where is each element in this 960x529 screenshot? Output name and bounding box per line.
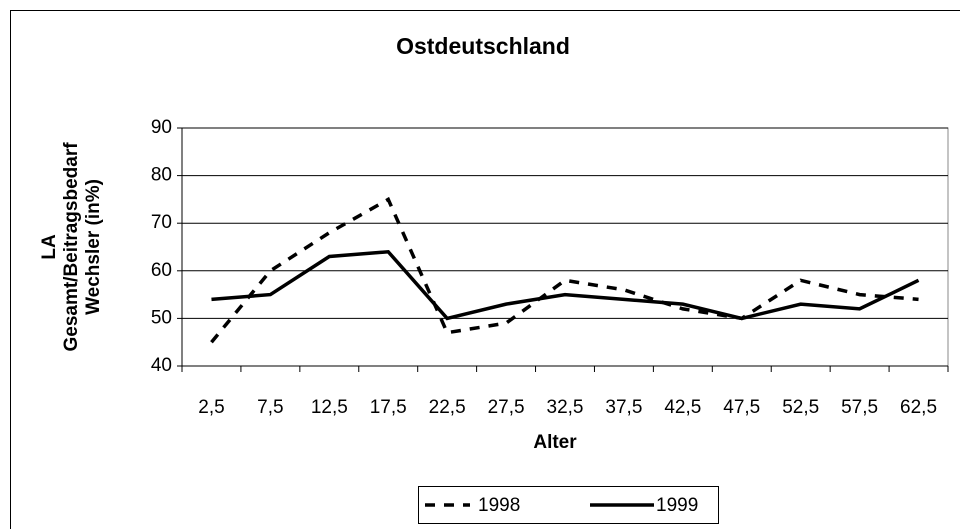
series-line xyxy=(210,196,919,344)
x-tick-label: 2,5 xyxy=(198,397,224,418)
x-tick-label: 12,5 xyxy=(311,397,348,418)
x-tick-label: 7,5 xyxy=(257,397,283,418)
legend-label: 1999 xyxy=(656,495,698,516)
y-tick-label: 50 xyxy=(151,307,172,328)
y-tick-label: 90 xyxy=(151,117,172,138)
y-axis-label-line: LA xyxy=(39,234,60,260)
plot-area xyxy=(181,127,949,367)
chart-border xyxy=(10,10,960,529)
x-axis-label: Alter xyxy=(533,432,577,453)
legend-label: 1998 xyxy=(478,495,520,516)
x-tick-label: 32,5 xyxy=(547,397,584,418)
y-tick-label: 60 xyxy=(151,260,172,281)
x-tick-label: 52,5 xyxy=(782,397,819,418)
y-axis-label-line: Wechsler (in%) xyxy=(83,179,104,315)
x-tick-label: 22,5 xyxy=(429,397,466,418)
x-tick-label: 57,5 xyxy=(841,397,878,418)
y-axis-label: LA Gesamt/Beitragsbedarf Wechsler (in%) xyxy=(39,142,104,352)
x-tick-label: 42,5 xyxy=(664,397,701,418)
y-axis-label-line: Gesamt/Beitragsbedarf xyxy=(61,142,82,352)
x-tick-label: 37,5 xyxy=(605,397,642,418)
chart-title: Ostdeutschland xyxy=(396,33,570,59)
x-tick-label: 27,5 xyxy=(488,397,525,418)
y-tick-label: 80 xyxy=(151,165,172,186)
x-tick-label: 62,5 xyxy=(900,397,937,418)
y-tick-label: 70 xyxy=(151,212,172,233)
y-tick-label: 40 xyxy=(151,355,172,376)
x-tick-label: 17,5 xyxy=(370,397,407,418)
x-tick-label: 47,5 xyxy=(723,397,760,418)
series-line xyxy=(211,249,920,321)
